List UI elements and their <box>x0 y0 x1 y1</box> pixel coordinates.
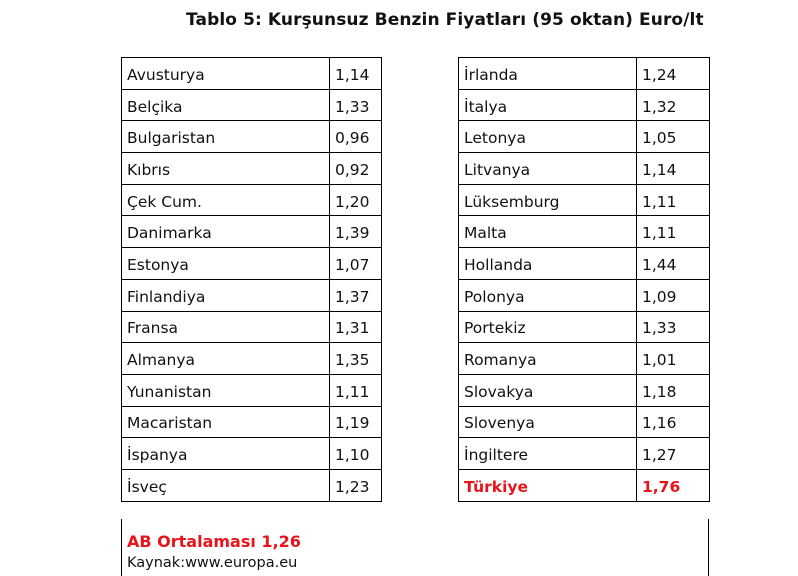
footer-box <box>121 519 709 576</box>
price-cell: 1,11 <box>329 373 382 407</box>
price-table-left: Avusturya 1,14 Belçika 1,33 Bulgaristan 0,96 K… <box>121 57 382 502</box>
table-row: Avusturya 1,14 <box>121 57 382 90</box>
country-cell: Slovakya <box>458 373 637 407</box>
price-cell: 1,31 <box>329 310 382 344</box>
country-cell: Lüksemburg <box>458 183 637 217</box>
country-cell: Letonya <box>458 120 637 154</box>
country-cell: Danimarka <box>121 215 330 249</box>
price-cell: 1,33 <box>329 88 382 122</box>
price-cell: 1,18 <box>636 373 710 407</box>
table-row: Türkiye 1,76 <box>458 468 710 502</box>
table-row: Çek Cum. 1,20 <box>121 183 382 217</box>
country-cell: Slovenya <box>458 405 637 439</box>
country-cell: Yunanistan <box>121 373 330 407</box>
price-table-right-body: İrlanda 1,24 İtalya 1,32 Letonya 1,05 Litvanya… <box>458 57 710 502</box>
price-cell: 1,24 <box>636 57 710 90</box>
country-cell: İtalya <box>458 88 637 122</box>
price-cell: 1,27 <box>636 437 710 470</box>
country-cell: Almanya <box>121 342 330 375</box>
price-cell: 1,20 <box>329 183 382 217</box>
price-cell: 1,76 <box>636 468 710 502</box>
price-cell: 1,44 <box>636 247 710 280</box>
country-cell: Romanya <box>458 342 637 375</box>
country-cell: Macaristan <box>121 405 330 439</box>
table-row: Finlandiya 1,37 <box>121 278 382 312</box>
table-row: İngiltere 1,27 <box>458 437 710 470</box>
price-cell: 1,35 <box>329 342 382 375</box>
price-cell: 0,92 <box>329 152 382 185</box>
country-cell: Belçika <box>121 88 330 122</box>
country-cell: Avusturya <box>121 57 330 90</box>
table-row: Portekiz 1,33 <box>458 310 710 344</box>
table-row: Kıbrıs 0,92 <box>121 152 382 185</box>
country-cell: İngiltere <box>458 437 637 470</box>
country-cell: Finlandiya <box>121 278 330 312</box>
price-cell: 1,11 <box>636 183 710 217</box>
country-cell: İspanya <box>121 437 330 470</box>
price-cell: 1,11 <box>636 215 710 249</box>
country-cell: Bulgaristan <box>121 120 330 154</box>
table-row: İrlanda 1,24 <box>458 57 710 90</box>
price-cell: 1,23 <box>329 468 382 502</box>
country-cell: İsveç <box>121 468 330 502</box>
table-row: Danimarka 1,39 <box>121 215 382 249</box>
price-table-right: İrlanda 1,24 İtalya 1,32 Letonya 1,05 Litvanya… <box>458 57 710 502</box>
table-row: Slovakya 1,18 <box>458 373 710 407</box>
country-cell: İrlanda <box>458 57 637 90</box>
country-cell: Estonya <box>121 247 330 280</box>
table-row: Romanya 1,01 <box>458 342 710 375</box>
table-row: Hollanda 1,44 <box>458 247 710 280</box>
price-cell: 1,33 <box>636 310 710 344</box>
table-row: Bulgaristan 0,96 <box>121 120 382 154</box>
table-row: Letonya 1,05 <box>458 120 710 154</box>
price-cell: 1,16 <box>636 405 710 439</box>
table-row: Estonya 1,07 <box>121 247 382 280</box>
price-cell: 1,09 <box>636 278 710 312</box>
price-cell: 1,14 <box>636 152 710 185</box>
table-row: Fransa 1,31 <box>121 310 382 344</box>
table-row: Belçika 1,33 <box>121 88 382 122</box>
table-row: Almanya 1,35 <box>121 342 382 375</box>
price-table-left-body: Avusturya 1,14 Belçika 1,33 Bulgaristan 0,96 K… <box>121 57 382 502</box>
table-row: İsveç 1,23 <box>121 468 382 502</box>
table-row: İspanya 1,10 <box>121 437 382 470</box>
eu-average-note: AB Ortalaması 1,26 <box>127 532 301 551</box>
price-cell: 0,96 <box>329 120 382 154</box>
table-row: Litvanya 1,14 <box>458 152 710 185</box>
price-cell: 1,32 <box>636 88 710 122</box>
table-row: Slovenya 1,16 <box>458 405 710 439</box>
price-cell: 1,14 <box>329 57 382 90</box>
country-cell: Fransa <box>121 310 330 344</box>
country-cell: Polonya <box>458 278 637 312</box>
country-cell: Malta <box>458 215 637 249</box>
country-cell: Kıbrıs <box>121 152 330 185</box>
table-row: Lüksemburg 1,11 <box>458 183 710 217</box>
table-row: Yunanistan 1,11 <box>121 373 382 407</box>
price-cell: 1,01 <box>636 342 710 375</box>
page-title: Tablo 5: Kurşunsuz Benzin Fiyatları (95 … <box>186 10 704 30</box>
country-cell: Portekiz <box>458 310 637 344</box>
country-cell: Hollanda <box>458 247 637 280</box>
table-row: Macaristan 1,19 <box>121 405 382 439</box>
table-row: Polonya 1,09 <box>458 278 710 312</box>
price-cell: 1,10 <box>329 437 382 470</box>
price-cell: 1,39 <box>329 215 382 249</box>
table-row: İtalya 1,32 <box>458 88 710 122</box>
price-cell: 1,07 <box>329 247 382 280</box>
price-cell: 1,37 <box>329 278 382 312</box>
table-row: Malta 1,11 <box>458 215 710 249</box>
price-cell: 1,19 <box>329 405 382 439</box>
country-cell: Türkiye <box>458 468 637 502</box>
price-cell: 1,05 <box>636 120 710 154</box>
country-cell: Çek Cum. <box>121 183 330 217</box>
source-note: Kaynak:www.europa.eu <box>127 555 298 571</box>
country-cell: Litvanya <box>458 152 637 185</box>
